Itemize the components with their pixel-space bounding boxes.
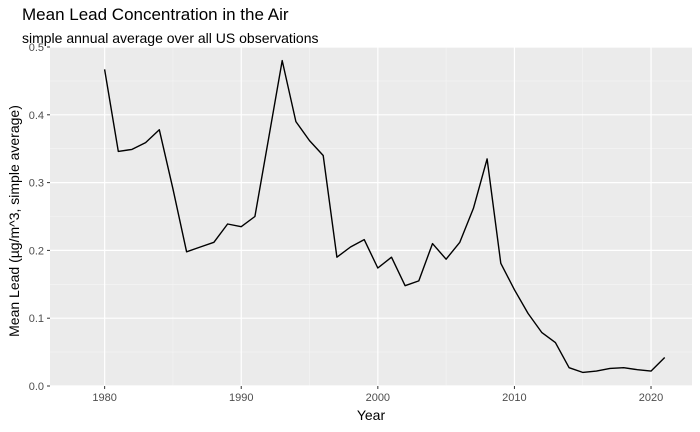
axis-ticks: 1980 1990 2000 2010 2020 0.0 0.1 0.2 0.3 0.4 0.5 <box>29 42 664 404</box>
y-tick-label: 0.3 <box>29 178 44 190</box>
x-tick-label: 2010 <box>502 392 526 404</box>
series-line <box>103 59 666 374</box>
y-tick-label: 0.1 <box>29 313 44 325</box>
x-tick-label: 2000 <box>366 392 390 404</box>
x-tick-label: 1980 <box>92 392 116 404</box>
y-tick-label: 0.4 <box>29 110 44 122</box>
x-axis-title: Year <box>357 407 386 423</box>
chart-subtitle: simple annual average over all US observ… <box>22 30 319 46</box>
y-tick-label: 0.0 <box>29 381 44 393</box>
x-tick-label: 1990 <box>229 392 253 404</box>
y-tick-label: 0.2 <box>29 245 44 257</box>
x-tick-label: 2020 <box>639 392 663 404</box>
grid-lines <box>50 46 692 387</box>
chart-title: Mean Lead Concentration in the Air <box>22 5 289 24</box>
y-tick-label: 0.5 <box>29 42 44 54</box>
y-axis-title: Mean Lead (µg/m^3, simple average) <box>6 105 22 337</box>
series-line-group <box>103 59 666 374</box>
